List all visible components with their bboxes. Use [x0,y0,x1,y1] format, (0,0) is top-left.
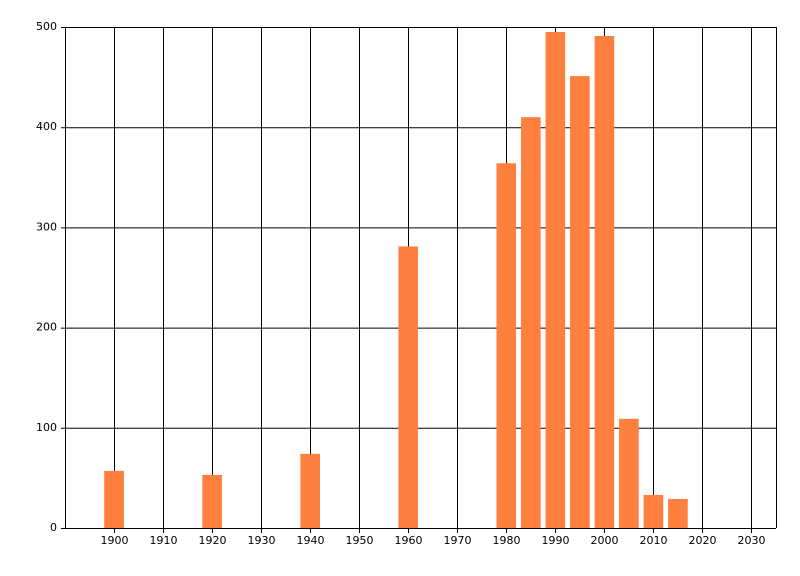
bar [300,453,320,528]
x-tick-label: 1980 [493,534,521,547]
x-tick-label: 2010 [640,534,668,547]
x-tick-label: 2020 [689,534,717,547]
x-tick-label: 2030 [738,534,766,547]
x-tick-label: 1920 [199,534,227,547]
bar [668,498,688,528]
y-tick-label: 300 [36,220,57,233]
y-tick-label: 100 [36,421,57,434]
x-tick-label: 1970 [444,534,472,547]
x-tick-label: 1960 [395,534,423,547]
x-tick-label: 1900 [101,534,129,547]
bar [570,76,590,529]
x-tick-label: 1950 [346,534,374,547]
bar [545,32,566,528]
bar [594,36,615,528]
x-tick-label: 1910 [150,534,178,547]
bar [619,418,639,528]
bar [202,474,222,528]
bar [104,470,124,528]
x-tick-label: 2000 [591,534,619,547]
y-tick-label: 400 [36,120,57,133]
bar [521,117,541,529]
x-tick-label: 1930 [248,534,276,547]
bar [496,163,517,528]
y-tick-label: 0 [50,521,57,534]
y-tick-label: 500 [36,20,57,33]
bar [398,246,419,529]
x-tick-label: 1940 [297,534,325,547]
y-tick-label: 200 [36,321,57,334]
x-tick-label: 1990 [542,534,570,547]
bar [643,494,664,528]
